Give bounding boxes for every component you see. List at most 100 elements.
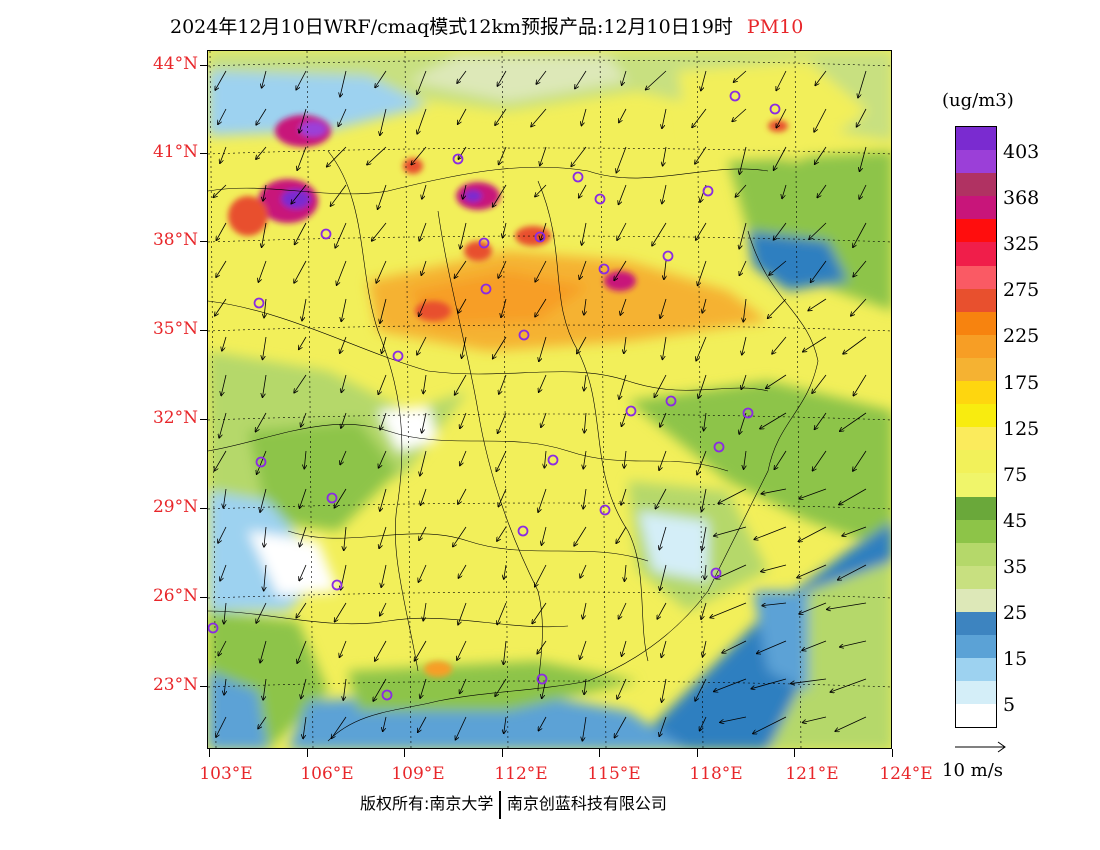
city-marker: [713, 441, 725, 453]
wind-arrow: [457, 640, 467, 660]
wind-arrow: [304, 450, 306, 469]
city-markers: [208, 90, 781, 701]
lon-tick: [696, 749, 698, 757]
wind-arrow: [258, 260, 267, 282]
wind-arrow: [652, 222, 667, 246]
east-sea-light: [769, 561, 891, 748]
city-marker: [769, 103, 781, 115]
lat-tick: [200, 508, 208, 509]
wind-arrow: [463, 184, 467, 199]
wind-arrow: [538, 716, 547, 731]
hotspot-ordos-core: [299, 121, 327, 137]
province-borders: [208, 150, 819, 742]
wind-arrow: [754, 526, 787, 539]
wind-arrow: [698, 374, 707, 398]
hotspot-fenwei: [415, 301, 451, 321]
wind-arrow: [753, 716, 787, 734]
north-white-region: [408, 56, 628, 101]
wind-arrow: [460, 678, 467, 693]
wind-arrow: [263, 678, 267, 700]
wind-arrow: [376, 260, 387, 283]
city-marker: [742, 407, 754, 419]
wind-arrow: [453, 526, 467, 547]
wind-arrow: [812, 450, 827, 471]
wind-arrow: [214, 450, 227, 471]
lat-label: 26°N: [152, 586, 198, 606]
colorbar-swatch: [956, 173, 996, 197]
reference-wind-arrow: [955, 741, 1006, 753]
northeast-yellow: [678, 61, 868, 161]
city-marker: [662, 250, 674, 262]
lon-tick: [794, 749, 795, 757]
wind-arrow: [258, 716, 267, 729]
title-variable: PM10: [746, 16, 804, 38]
colorbar-swatch: [956, 265, 996, 289]
lon-tick: [306, 749, 308, 757]
wind-arrow: [614, 716, 627, 738]
lon-tick: [501, 749, 503, 757]
wind-arrow: [583, 450, 587, 469]
wind-arrow: [264, 526, 266, 547]
wind-arrow: [339, 640, 347, 657]
wind-arrow: [383, 716, 387, 731]
wind-arrow: [216, 222, 227, 240]
wind-arrow: [531, 108, 547, 127]
wind-arrow: [294, 374, 307, 393]
wind-arrow: [220, 564, 227, 581]
sichuan-white: [378, 406, 438, 451]
longitude-gridline: [696, 51, 704, 748]
wind-arrow: [454, 260, 467, 278]
wind-arrow: [460, 450, 467, 465]
concentration-field: [208, 51, 891, 748]
city-marker: [702, 185, 714, 197]
wind-arrow: [296, 70, 307, 90]
wind-arrow: [835, 716, 867, 731]
hotspot-taiyuan-core: [464, 190, 482, 202]
wind-arrow: [583, 488, 587, 509]
city-marker: [392, 350, 404, 362]
wind-arrow: [422, 184, 427, 199]
colorbar-swatch: [956, 473, 996, 497]
wind-arrow: [614, 260, 627, 280]
wind-arrow: [838, 564, 867, 580]
wind-arrow: [584, 298, 586, 315]
city-marker: [478, 237, 490, 249]
city-marker: [536, 673, 548, 685]
wind-arrow: [262, 374, 267, 397]
colorbar-label: 45: [1003, 509, 1028, 532]
wind-arrow: [697, 450, 707, 475]
wind-arrow: [808, 298, 827, 311]
wind-arrow: [809, 222, 827, 239]
colorbar-label: 175: [1003, 371, 1040, 394]
wind-arrow: [420, 450, 427, 476]
colorbar-label: 368: [1003, 187, 1040, 210]
wind-arrow: [334, 488, 347, 508]
wind-arrow: [340, 450, 347, 465]
wind-arrow: [617, 678, 627, 699]
wind-arrow: [817, 184, 827, 197]
wind-arrow: [221, 374, 227, 395]
colorbar-label: 275: [1003, 279, 1040, 302]
city-marker: [480, 283, 492, 295]
forecast-map[interactable]: [207, 50, 892, 749]
wind-arrow: [853, 260, 867, 277]
sichuan-basin-green: [248, 421, 398, 531]
wind-arrow: [739, 222, 747, 249]
wind-arrow: [541, 412, 547, 427]
wind-arrow: [499, 374, 507, 394]
colorbar-swatch: [956, 635, 996, 659]
wind-arrow: [757, 640, 787, 653]
lon-label: 112°E: [494, 764, 548, 784]
border-line-2: [208, 424, 729, 472]
wind-arrow: [501, 298, 507, 317]
lat-tick: [200, 686, 208, 687]
wind-arrow: [760, 412, 787, 429]
wind-arrow: [215, 298, 227, 316]
hotspot-jinan: [604, 271, 636, 291]
border-line-8: [208, 610, 569, 628]
wind-arrow: [769, 260, 787, 275]
wind-arrow: [579, 260, 587, 279]
wind-arrow: [380, 488, 387, 511]
wind-arrow: [761, 488, 787, 494]
colorbar-swatch: [956, 450, 996, 474]
